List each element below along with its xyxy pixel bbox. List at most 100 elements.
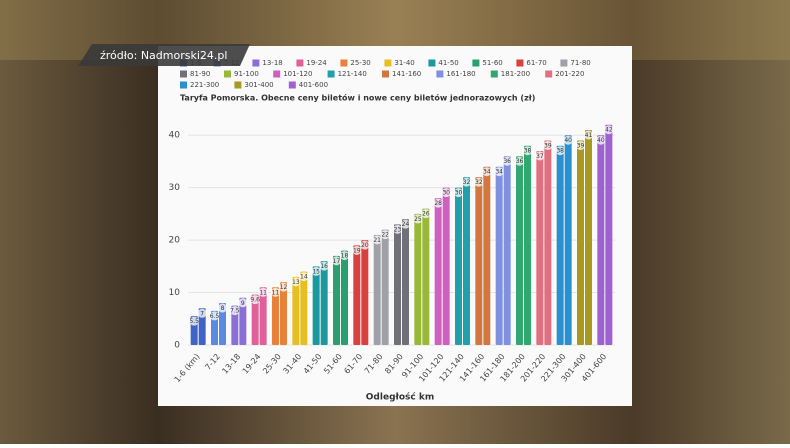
legend-label: 51-60 xyxy=(482,59,502,67)
bar xyxy=(198,308,206,345)
value-bubble xyxy=(474,177,484,187)
value-label: 34 xyxy=(483,169,491,176)
value-bubble xyxy=(230,306,240,316)
value-bubble xyxy=(441,188,451,198)
legend-label: 301-400 xyxy=(244,81,273,89)
legend-label: 141-160 xyxy=(392,70,421,78)
value-label: 39 xyxy=(577,142,585,149)
value-label: 28 xyxy=(434,200,442,207)
legend-label: 101-120 xyxy=(283,70,312,78)
legend-label: 61-70 xyxy=(526,59,546,67)
bar xyxy=(597,135,605,345)
legend-swatch xyxy=(252,59,260,67)
bar xyxy=(463,177,470,345)
legend-swatch xyxy=(382,70,389,78)
legend-swatch xyxy=(428,59,436,67)
value-label: 38 xyxy=(524,148,532,155)
value-label: 9 xyxy=(241,300,245,307)
y-tick-label: 10 xyxy=(169,288,181,298)
bar xyxy=(455,187,462,345)
value-label: 40 xyxy=(564,137,572,144)
value-bubble xyxy=(271,287,280,297)
bar xyxy=(402,219,409,345)
bar xyxy=(495,166,503,345)
legend-label: 71-80 xyxy=(570,59,590,67)
value-bubble xyxy=(189,316,199,326)
value-bubble xyxy=(584,130,593,140)
value-bubble xyxy=(421,209,431,219)
bar xyxy=(353,245,361,345)
value-label: 40 xyxy=(597,137,605,144)
legend-swatch xyxy=(327,70,335,78)
value-bubble xyxy=(454,188,463,198)
bar xyxy=(280,282,287,345)
chart: Taryfa Pomorska. Obecne ceny biletów i n… xyxy=(169,59,615,403)
value-label: 5.5 xyxy=(189,318,199,325)
bar xyxy=(536,150,544,345)
value-bubble xyxy=(291,277,301,287)
legend-swatch xyxy=(224,70,231,78)
y-tick-label: 40 xyxy=(169,131,181,141)
value-bubble xyxy=(563,135,573,145)
legend-label: 81-90 xyxy=(190,70,210,78)
value-label: 19 xyxy=(353,247,361,254)
legend-swatch xyxy=(234,81,242,89)
value-label: 11 xyxy=(272,289,280,296)
bar xyxy=(556,145,564,345)
bar xyxy=(564,135,572,345)
value-label: 36 xyxy=(503,158,511,165)
value-bubble xyxy=(218,303,227,313)
bar xyxy=(442,187,450,345)
value-bubble xyxy=(210,311,219,321)
value-bubble xyxy=(340,251,349,261)
bar xyxy=(341,250,348,345)
value-label: 21 xyxy=(373,237,381,244)
value-label: 24 xyxy=(402,221,410,228)
value-bubble xyxy=(393,224,402,234)
legend-label: 401-600 xyxy=(299,81,328,89)
value-bubble xyxy=(596,135,606,145)
value-label: 32 xyxy=(475,179,483,186)
bar xyxy=(605,124,613,345)
value-label: 36 xyxy=(516,158,524,165)
value-bubble xyxy=(299,272,309,282)
value-bubble xyxy=(523,146,532,156)
value-label: 13 xyxy=(292,279,300,286)
value-label: 8 xyxy=(221,305,225,312)
value-label: 23 xyxy=(394,226,402,233)
legend-swatch xyxy=(436,70,444,78)
value-bubble xyxy=(311,266,321,276)
value-label: 22 xyxy=(381,232,389,239)
value-bubble xyxy=(319,261,329,271)
legend-swatch xyxy=(545,70,553,78)
y-tick-label: 20 xyxy=(169,236,181,246)
value-label: 20 xyxy=(361,242,369,249)
value-bubble xyxy=(433,198,443,208)
value-label: 7.5 xyxy=(230,308,240,315)
value-bubble xyxy=(604,125,614,135)
value-bubble xyxy=(380,230,390,240)
bar xyxy=(292,276,300,345)
value-bubble xyxy=(413,214,423,224)
bar xyxy=(483,166,491,345)
bar xyxy=(312,266,320,345)
value-bubble xyxy=(352,245,362,255)
value-label: 41 xyxy=(585,132,593,139)
bar xyxy=(300,271,308,345)
value-bubble xyxy=(332,256,341,266)
value-label: 15 xyxy=(312,268,320,275)
value-label: 38 xyxy=(556,148,564,155)
value-label: 37 xyxy=(536,153,544,160)
value-bubble xyxy=(555,146,565,156)
value-bubble xyxy=(576,140,585,150)
value-label: 42 xyxy=(605,127,613,134)
legend-label: 31-40 xyxy=(394,59,414,67)
legend-label: 121-140 xyxy=(338,70,367,78)
bar xyxy=(251,294,259,345)
value-label: 16 xyxy=(320,263,328,270)
legend-swatch xyxy=(516,59,524,67)
legend-swatch xyxy=(180,70,187,78)
value-label: 18 xyxy=(341,253,349,260)
value-label: 7 xyxy=(200,310,204,317)
value-label: 34 xyxy=(495,169,503,176)
